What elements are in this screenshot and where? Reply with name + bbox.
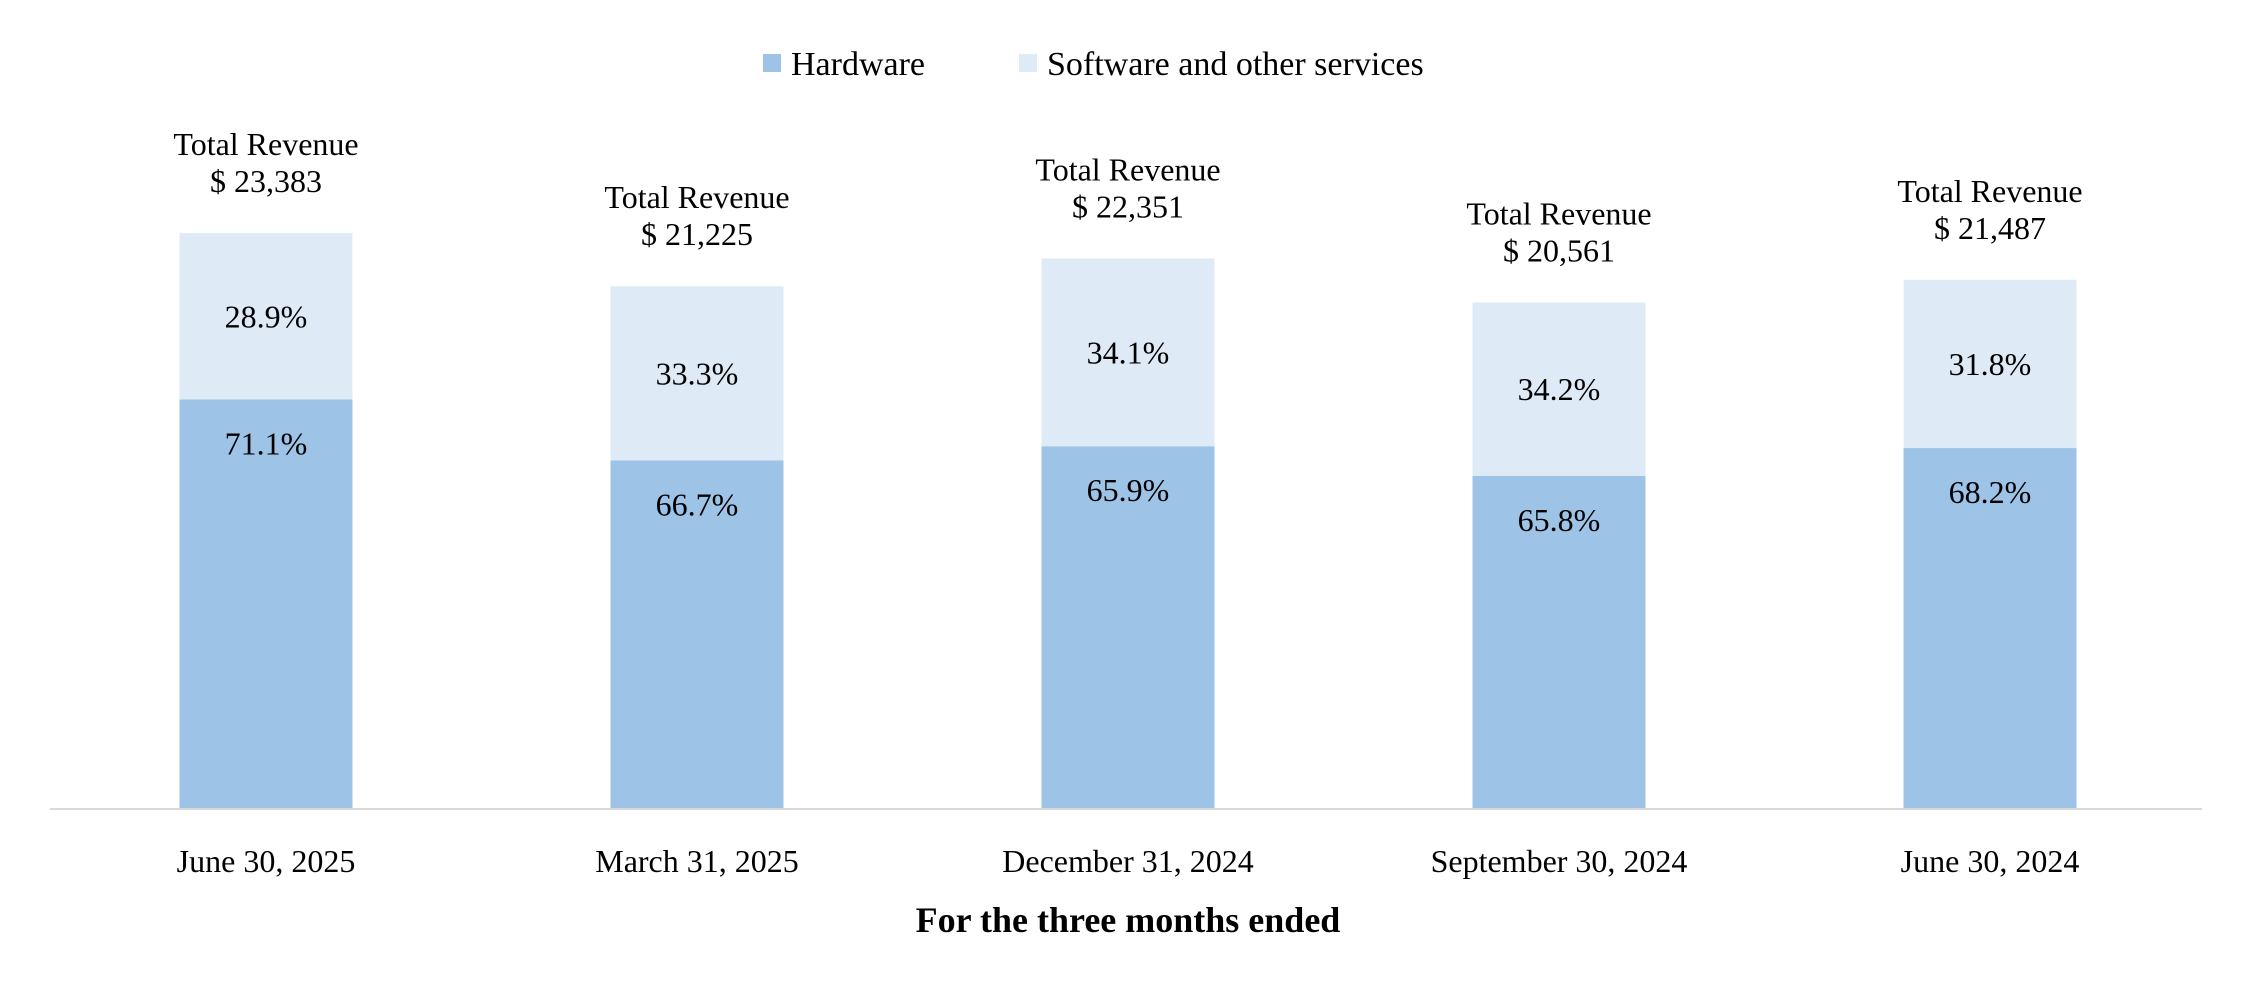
x-axis-title: For the three months ended — [916, 900, 1341, 940]
legend-label-hardware: Hardware — [791, 46, 925, 83]
bar-software — [610, 286, 784, 461]
bar-software — [1472, 302, 1646, 476]
total-revenue-value: $ 21,487 — [1934, 210, 2046, 246]
bar-hardware — [1041, 446, 1215, 809]
bar-hardware — [1903, 448, 2077, 809]
total-revenue-label: Total Revenue — [1466, 196, 1651, 232]
bar-hardware — [610, 460, 784, 809]
bar-hardware — [1472, 475, 1646, 809]
bar-software — [1041, 258, 1215, 447]
data-label-hardware: 66.7% — [656, 486, 739, 522]
legend-swatch-software — [1019, 54, 1037, 72]
x-tick-label: March 31, 2025 — [595, 843, 799, 879]
total-revenue-label: Total Revenue — [1897, 173, 2082, 209]
legend-swatch-hardware — [763, 54, 781, 72]
data-label-software: 31.8% — [1949, 346, 2032, 382]
total-revenue-value: $ 20,561 — [1503, 233, 1615, 269]
total-revenue-label: Total Revenue — [1035, 151, 1220, 187]
legend: Hardware Software and other services — [763, 46, 1424, 83]
x-tick-label: June 30, 2025 — [177, 843, 356, 879]
total-revenue-label: Total Revenue — [173, 126, 358, 162]
bar-software — [1903, 279, 2077, 449]
total-revenue-value: $ 22,351 — [1072, 188, 1184, 224]
data-label-hardware: 71.1% — [225, 426, 308, 462]
x-tick-label: September 30, 2024 — [1431, 843, 1688, 879]
total-revenue-value: $ 21,225 — [641, 216, 753, 252]
total-revenue-label: Total Revenue — [604, 179, 789, 215]
bar-hardware — [179, 399, 353, 809]
data-label-software: 33.3% — [656, 355, 739, 391]
legend-label-software: Software and other services — [1047, 46, 1424, 83]
bar-software — [179, 233, 353, 400]
total-revenue-value: $ 23,383 — [210, 163, 322, 199]
data-label-hardware: 65.8% — [1518, 502, 1601, 538]
data-label-hardware: 65.9% — [1087, 472, 1170, 508]
x-tick-label: December 31, 2024 — [1002, 843, 1253, 879]
data-label-hardware: 68.2% — [1949, 474, 2032, 510]
data-label-software: 34.1% — [1087, 334, 1170, 370]
data-label-software: 34.2% — [1518, 371, 1601, 407]
data-label-software: 28.9% — [225, 298, 308, 334]
x-tick-label: June 30, 2024 — [1901, 843, 2080, 879]
